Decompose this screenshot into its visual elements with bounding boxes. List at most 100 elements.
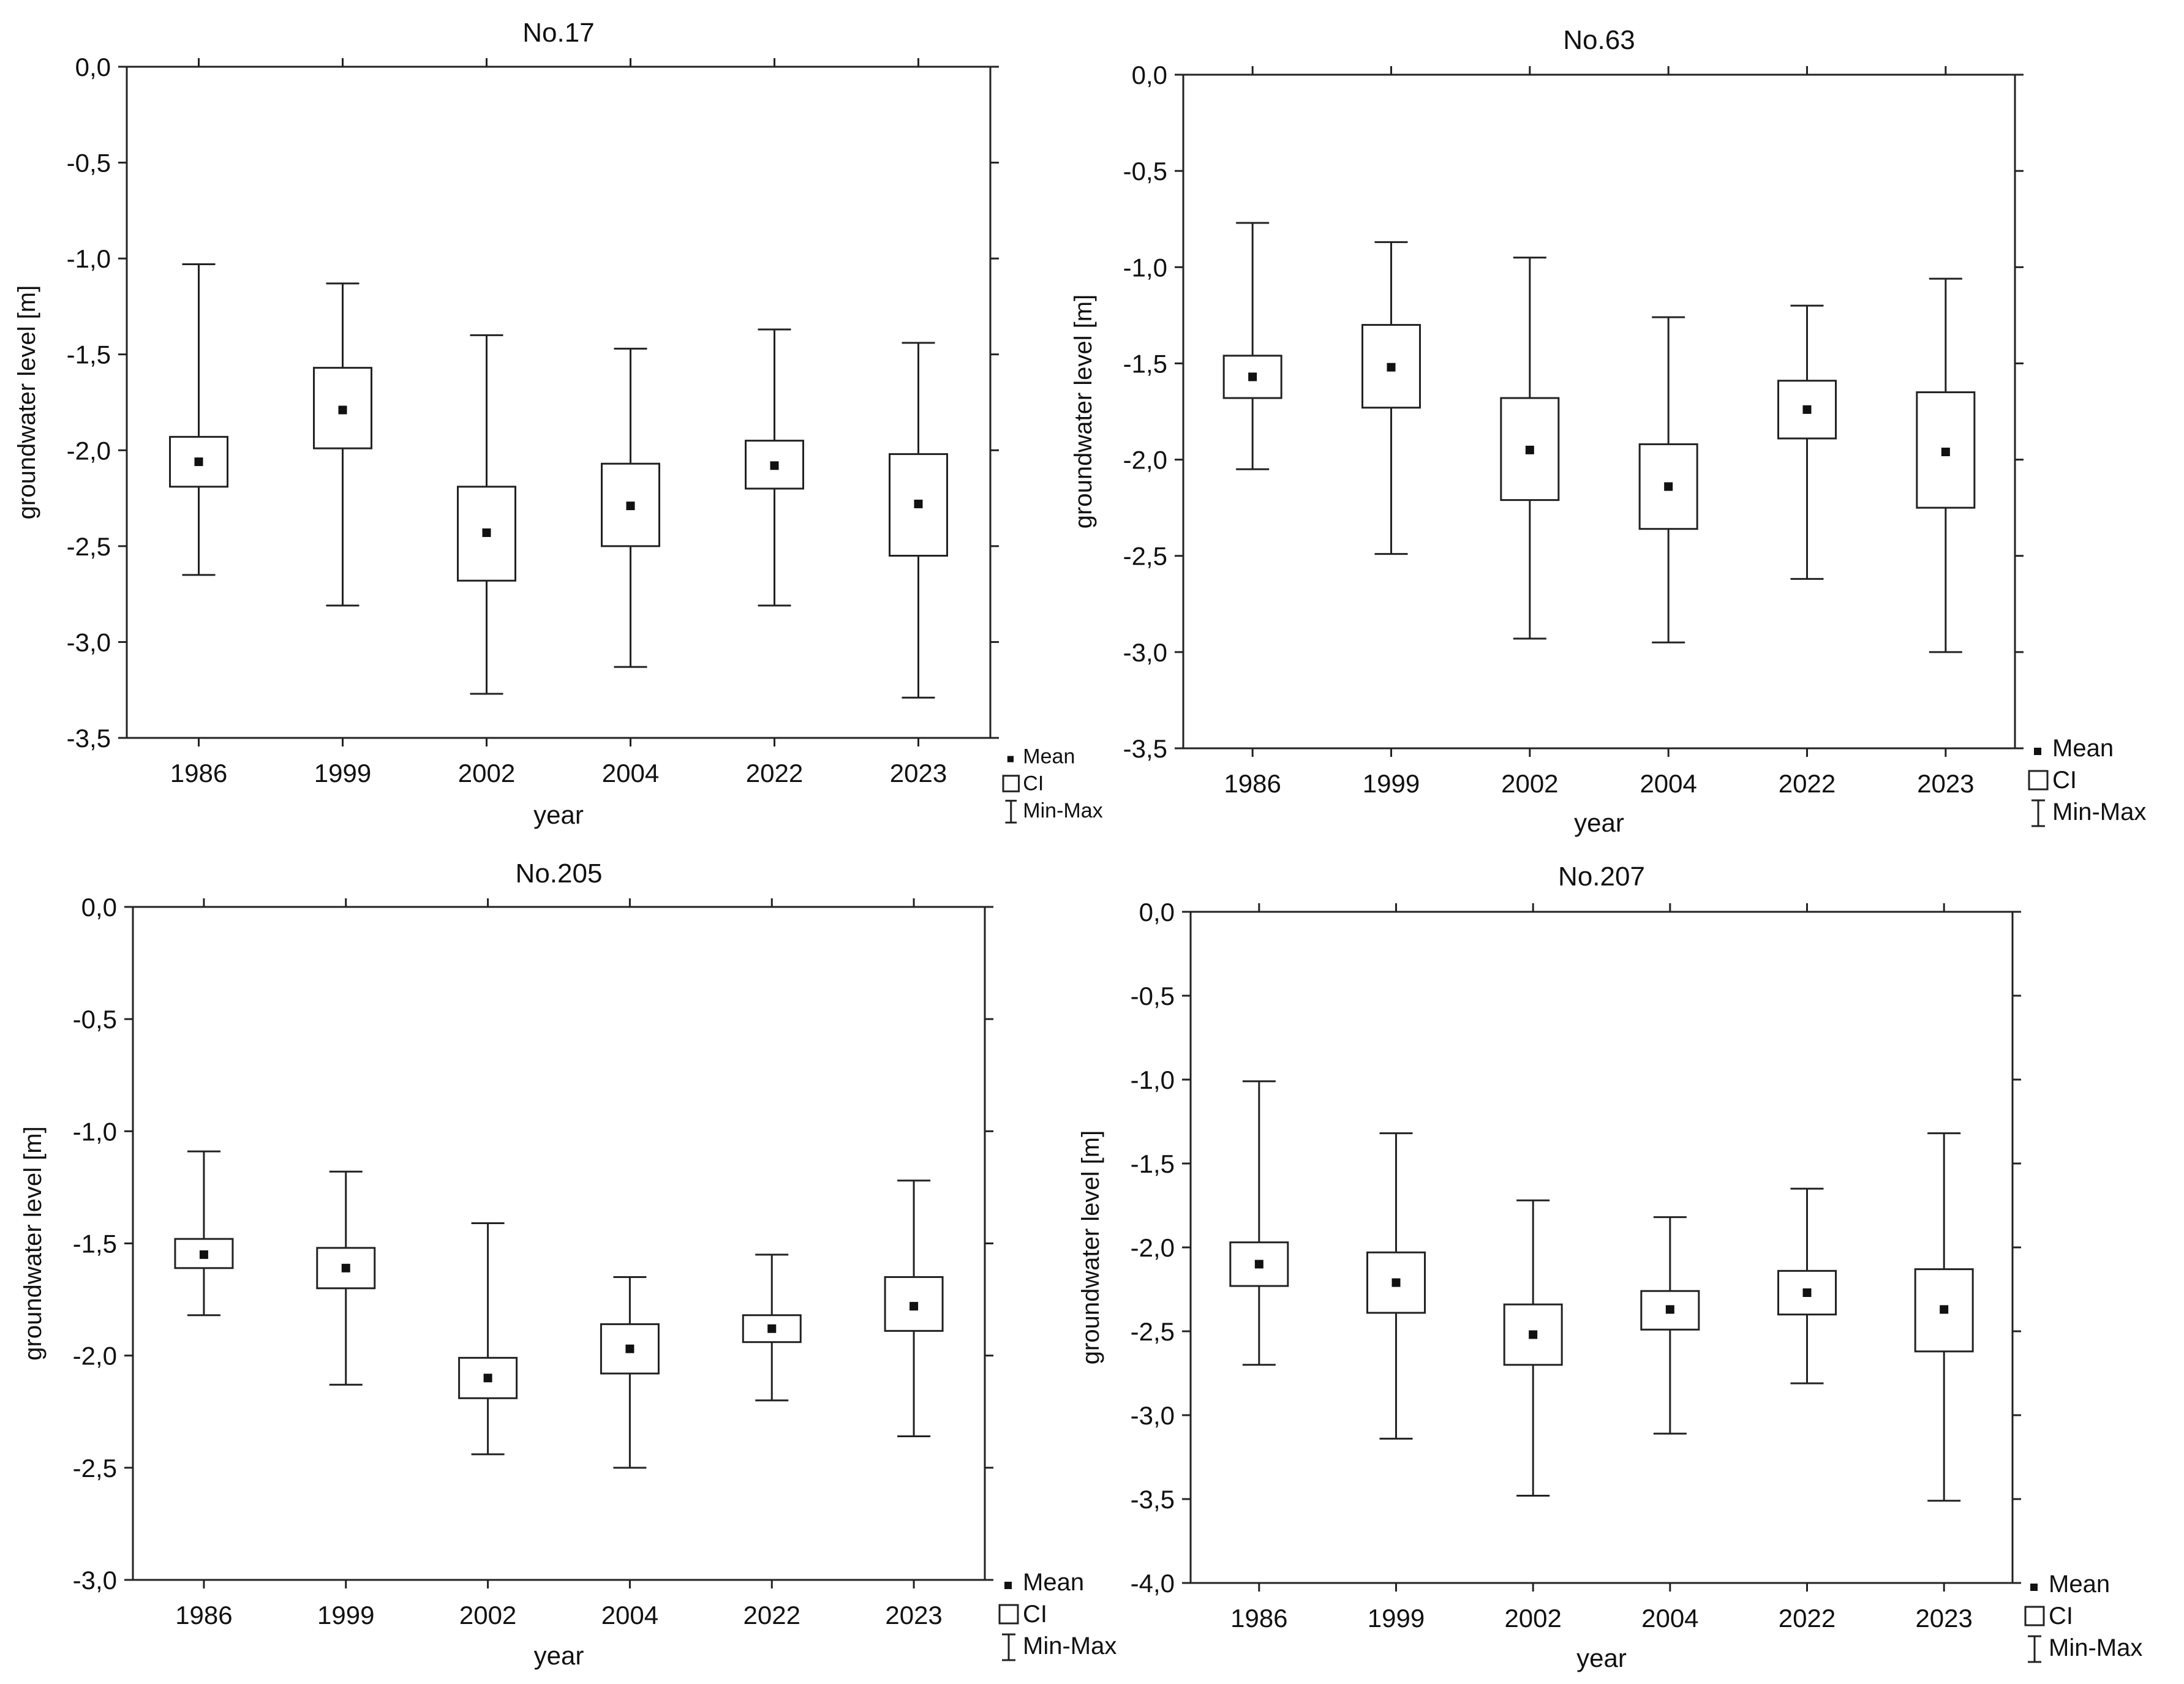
chart-title: No.17 bbox=[522, 18, 594, 48]
legend: Mean CI Min-Max bbox=[1002, 745, 1103, 824]
x-tick-label: 2022 bbox=[1779, 1604, 1836, 1633]
x-axis-label: year bbox=[1574, 808, 1624, 837]
legend: Mean CI Min-Max bbox=[998, 1569, 1116, 1661]
mean-marker bbox=[1664, 482, 1673, 491]
legend: Mean CI Min-Max bbox=[2028, 735, 2146, 827]
x-axis-label: year bbox=[533, 800, 584, 829]
y-tick-label: 0,0 bbox=[1132, 61, 1167, 89]
x-tick-label: 1999 bbox=[314, 759, 371, 787]
x-tick-label: 2022 bbox=[1779, 769, 1836, 798]
y-axis-label: groundwater level [m] bbox=[20, 1126, 47, 1360]
mean-marker bbox=[1391, 1278, 1401, 1287]
legend-minmax-label: Min-Max bbox=[2052, 799, 2146, 825]
legend-mean-marker bbox=[2034, 748, 2041, 755]
x-tick-label: 1999 bbox=[317, 1601, 374, 1629]
mean-marker bbox=[1802, 1288, 1812, 1297]
x-tick-label: 2004 bbox=[602, 759, 659, 787]
x-tick-label: 2023 bbox=[890, 759, 947, 787]
x-tick-label: 1999 bbox=[1368, 1604, 1425, 1633]
y-axis-label: groundwater level [m] bbox=[1070, 295, 1097, 528]
x-tick-label: 1986 bbox=[170, 759, 227, 787]
x-axis-label: year bbox=[1576, 1644, 1627, 1672]
legend-mean-label: Mean bbox=[2049, 1571, 2110, 1598]
legend-minmax-label: Min-Max bbox=[2049, 1634, 2142, 1661]
x-tick-label: 1986 bbox=[1224, 769, 1281, 798]
y-tick-label: -3,0 bbox=[1131, 1401, 1175, 1430]
y-tick-label: -3,0 bbox=[1123, 638, 1167, 667]
y-tick-label: -1,0 bbox=[73, 1117, 117, 1146]
mean-marker bbox=[1254, 1260, 1263, 1269]
chart-panel-1: No.17 0,0 -0,5 -1,0 -1,5 -2,0 -2,5 -3,0 -3,5 grou… bbox=[13, 18, 1103, 829]
y-tick-label: -2,5 bbox=[67, 532, 111, 561]
ci-box bbox=[457, 486, 516, 582]
y-tick-label: -1,5 bbox=[73, 1230, 117, 1258]
y-tick-label: -3,5 bbox=[67, 724, 111, 753]
y-tick-label: -0,5 bbox=[73, 1005, 117, 1034]
y-tick-label: -4,0 bbox=[1131, 1569, 1175, 1598]
mean-marker bbox=[483, 1374, 492, 1383]
mean-marker bbox=[341, 1263, 350, 1272]
legend-ci-box bbox=[2028, 770, 2049, 791]
y-axis-label: groundwater level [m] bbox=[1077, 1130, 1104, 1364]
mean-marker bbox=[194, 457, 203, 467]
x-axis-label: year bbox=[534, 1641, 584, 1670]
mean-marker bbox=[1802, 405, 1812, 414]
legend-mean-label: Mean bbox=[1023, 745, 1075, 768]
y-tick-label: -3,0 bbox=[67, 628, 111, 656]
x-tick-label: 1986 bbox=[1230, 1604, 1287, 1633]
chart-panel-2: No.63 0,0 -0,5 -1,0 -1,5 -2,0 -2,5 -3,0 -3,5 grou… bbox=[1070, 25, 2146, 837]
mean-marker bbox=[1529, 1330, 1538, 1339]
y-tick-label: 0,0 bbox=[1139, 898, 1175, 927]
y-tick-label: 0,0 bbox=[75, 53, 111, 81]
x-tick-label: 2002 bbox=[1504, 1604, 1561, 1633]
chart-title: No.63 bbox=[1563, 25, 1635, 55]
mean-marker bbox=[1665, 1305, 1674, 1314]
legend-ci-box bbox=[998, 1604, 1019, 1625]
legend-ci-box bbox=[1002, 775, 1020, 792]
legend-minmax-label: Min-Max bbox=[1023, 1633, 1116, 1660]
mean-marker bbox=[338, 405, 347, 415]
legend-mean-label: Mean bbox=[2052, 735, 2114, 762]
plot-frame bbox=[132, 906, 986, 1581]
x-tick-label: 2004 bbox=[1641, 1604, 1698, 1633]
y-tick-label: 0,0 bbox=[81, 893, 117, 922]
y-tick-label: -1,5 bbox=[1123, 349, 1167, 378]
y-tick-label: -1,0 bbox=[1131, 1066, 1175, 1094]
legend-ci-label: CI bbox=[2049, 1603, 2073, 1629]
x-tick-label: 2002 bbox=[458, 759, 515, 787]
mean-marker bbox=[199, 1250, 208, 1259]
plot-frame bbox=[126, 66, 992, 739]
y-axis-label: groundwater level [m] bbox=[13, 285, 40, 519]
y-tick-label: -2,5 bbox=[1131, 1317, 1175, 1346]
y-tick-label: -1,0 bbox=[1123, 253, 1167, 282]
mean-marker bbox=[1248, 372, 1257, 382]
mean-marker bbox=[1940, 1305, 1949, 1314]
mean-marker bbox=[770, 461, 779, 470]
y-tick-label: -2,5 bbox=[73, 1454, 117, 1483]
mean-marker bbox=[767, 1324, 777, 1333]
legend-mean-label: Mean bbox=[1023, 1569, 1084, 1596]
x-tick-label: 1999 bbox=[1363, 769, 1420, 798]
y-tick-label: -1,5 bbox=[1131, 1149, 1175, 1178]
chart-panel-4: No.207 0,0 -0,5 -1,0 -1,5 -2,0 -2,5 -3,0 -3,5 -4,… bbox=[1077, 862, 2142, 1672]
x-tick-label: 2004 bbox=[1640, 769, 1696, 798]
mean-marker bbox=[625, 1344, 634, 1353]
mean-marker bbox=[482, 528, 491, 537]
y-tick-label: -2,5 bbox=[1123, 542, 1167, 571]
x-tick-label: 1986 bbox=[175, 1601, 232, 1629]
x-tick-label: 2022 bbox=[744, 1601, 800, 1629]
plot-frame bbox=[1189, 911, 2014, 1584]
x-tick-label: 2023 bbox=[1915, 1604, 1972, 1633]
legend: Mean CI Min-Max bbox=[2024, 1571, 2142, 1663]
y-tick-label: -3,0 bbox=[73, 1566, 117, 1595]
y-tick-label: -1,0 bbox=[67, 244, 111, 273]
y-tick-label: -0,5 bbox=[1131, 982, 1175, 1010]
legend-ci-label: CI bbox=[1023, 772, 1044, 795]
y-tick-label: -2,0 bbox=[1131, 1233, 1175, 1262]
mean-marker bbox=[914, 499, 923, 508]
y-tick-label: -3,5 bbox=[1131, 1485, 1175, 1514]
chart-title: No.207 bbox=[1558, 862, 1645, 892]
x-tick-label: 2004 bbox=[601, 1601, 658, 1629]
chart-panel-3: No.205 0,0 -0,5 -1,0 -1,5 -2,0 -2,5 -3,0 groundw… bbox=[20, 859, 1116, 1670]
mean-marker bbox=[1525, 445, 1534, 454]
